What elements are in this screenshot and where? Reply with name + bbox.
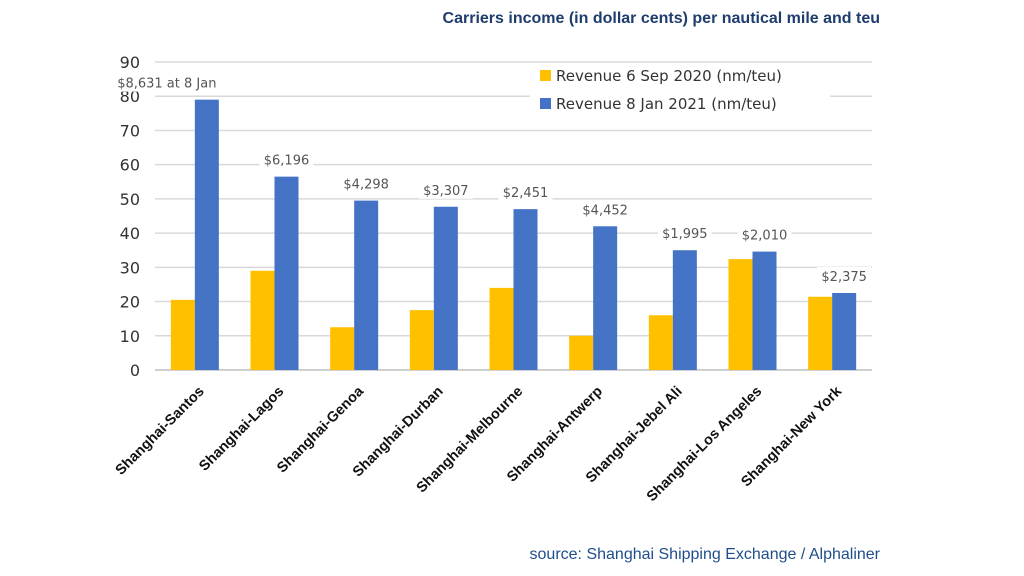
x-tick-label: Shanghai-Santos [113, 384, 208, 479]
bar-jan-2021 [752, 251, 777, 370]
bar-jan-2021 [672, 250, 697, 370]
bar-sep-2020 [250, 270, 275, 370]
data-label: $8,631 at 8 Jan [117, 77, 216, 92]
bar-jan-2021 [274, 176, 299, 370]
bar-sep-2020 [330, 327, 355, 370]
bar-sep-2020 [409, 310, 434, 370]
data-label: $3,307 [423, 184, 469, 199]
source-note: source: Shanghai Shipping Exchange / Alp… [529, 546, 880, 563]
data-label-background [817, 267, 872, 285]
data-label-background [737, 225, 792, 244]
data-label: $4,298 [343, 178, 389, 193]
bar-sep-2020 [489, 287, 514, 370]
y-tick-label: 10 [120, 327, 140, 346]
bar-jan-2021 [513, 209, 538, 370]
y-tick-label: 40 [120, 224, 140, 243]
y-tick-label: 70 [120, 121, 140, 140]
data-label-background [103, 73, 230, 92]
bar-sep-2020 [569, 335, 594, 370]
data-label: $1,995 [662, 227, 708, 242]
legend-label: Revenue 8 Jan 2021 (nm/teu) [556, 95, 777, 113]
y-tick-label: 20 [120, 293, 140, 312]
data-label: $4,452 [582, 203, 628, 218]
bar-jan-2021 [593, 226, 618, 370]
data-label-background [259, 150, 314, 169]
data-label-background [578, 200, 633, 219]
y-tick-label: 50 [120, 190, 140, 209]
data-label: $6,196 [264, 154, 310, 169]
data-label: $2,375 [821, 270, 867, 285]
y-tick-label: 0 [130, 361, 140, 380]
legend-label: Revenue 6 Sep 2020 (nm/teu) [556, 67, 782, 85]
chart-title: Carriers income (in dollar cents) per na… [442, 10, 880, 27]
y-tick-label: 30 [120, 258, 140, 277]
data-label-background [498, 183, 553, 202]
y-tick-label: 80 [120, 87, 140, 106]
bar-sep-2020 [728, 259, 753, 370]
legend-swatch [540, 70, 551, 81]
data-label-background [657, 224, 712, 243]
bar-jan-2021 [433, 206, 458, 370]
data-label-background [339, 174, 394, 193]
data-label-background [418, 180, 473, 199]
bar-sep-2020 [808, 296, 833, 370]
bar-sep-2020 [170, 299, 195, 370]
data-label: $2,010 [742, 229, 788, 244]
x-tick-label: Shanghai-Genoa [274, 383, 367, 476]
y-tick-label: 60 [120, 156, 140, 175]
data-label: $2,451 [503, 186, 549, 201]
legend-swatch [540, 98, 551, 109]
legend-background [530, 68, 830, 118]
bar-jan-2021 [354, 200, 379, 370]
bar-jan-2021 [832, 293, 857, 370]
y-tick-label: 90 [120, 53, 140, 72]
bar-jan-2021 [194, 99, 219, 371]
x-tick-label: Shanghai-Lagos [196, 384, 287, 475]
bar-sep-2020 [648, 315, 673, 370]
